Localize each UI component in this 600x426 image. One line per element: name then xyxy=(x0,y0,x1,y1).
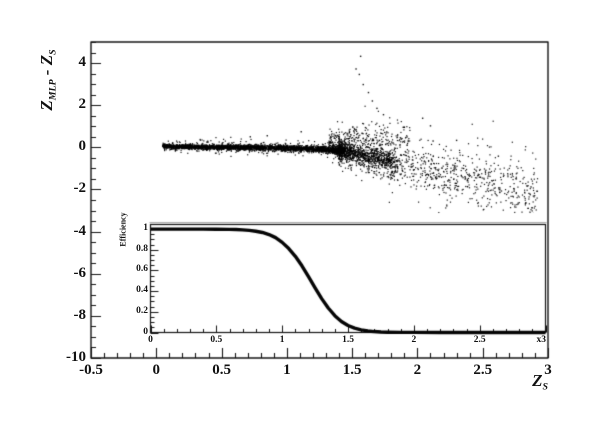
scatter-plot-canvas xyxy=(0,0,600,426)
physics-scatter-figure: ZMLP - ZS ZS Efficiency x3 -0.5 0 0.5 1 1.5 2… xyxy=(0,0,600,426)
